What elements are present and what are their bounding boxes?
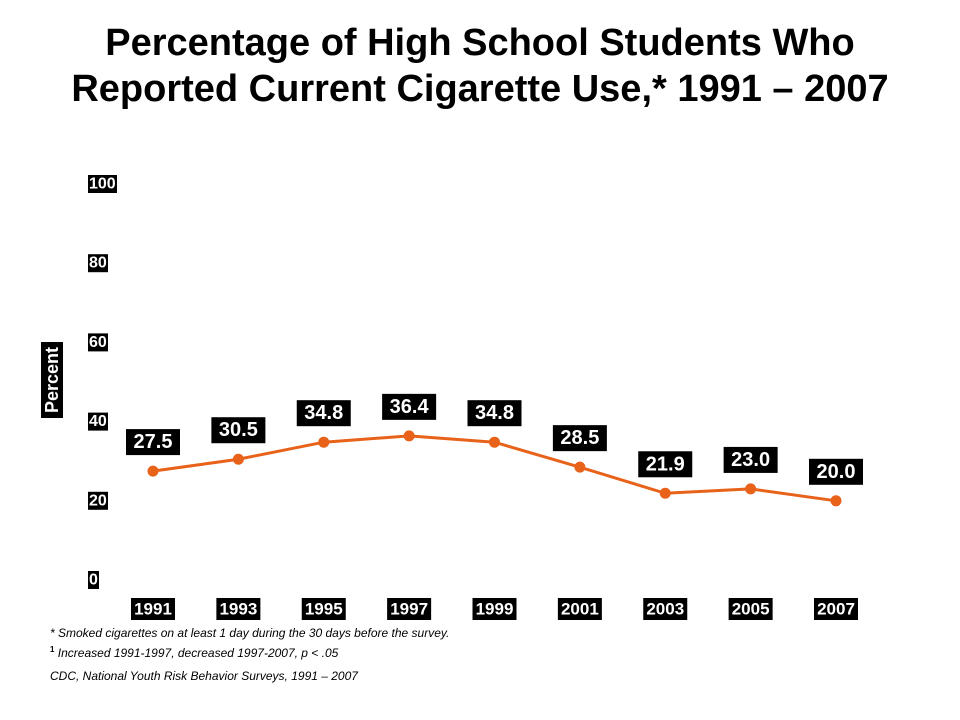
data-label-bg bbox=[126, 429, 180, 456]
x-tick-label: 1997 bbox=[387, 598, 432, 620]
y-tick-label-bg bbox=[88, 412, 108, 431]
data-point bbox=[318, 436, 330, 448]
data-label-bg bbox=[211, 417, 266, 444]
data-label: 20.0 bbox=[809, 458, 863, 485]
x-tick-label: 2007 bbox=[814, 598, 858, 620]
y-tick-label: 20 bbox=[88, 491, 108, 510]
data-label: 21.9 bbox=[638, 451, 693, 478]
y-axis-title: Percent bbox=[41, 342, 63, 418]
data-label: 34.8 bbox=[467, 400, 522, 427]
x-tick-label-text: 1995 bbox=[305, 600, 343, 619]
data-points bbox=[147, 430, 842, 507]
y-tick-label-text: 100 bbox=[89, 176, 116, 193]
data-label-text: 21.9 bbox=[646, 453, 685, 475]
data-point bbox=[489, 436, 500, 448]
data-label-bg bbox=[382, 393, 437, 420]
x-tick-label-text: 1997 bbox=[390, 600, 428, 619]
y-tick-label-bg bbox=[88, 571, 99, 589]
data-label-bg bbox=[296, 400, 351, 427]
data-label: 23.0 bbox=[723, 446, 778, 473]
footnote-marker: 1 bbox=[50, 645, 55, 654]
y-axis-title-bg bbox=[41, 342, 63, 418]
x-tick-label: 2005 bbox=[728, 598, 773, 620]
data-label: 36.4 bbox=[382, 393, 437, 420]
x-tick-label: 1991 bbox=[131, 598, 175, 620]
y-tick-label: 100 bbox=[88, 175, 117, 193]
x-tick-label-text: 1993 bbox=[219, 600, 257, 619]
y-tick-label-text: 20 bbox=[89, 492, 107, 509]
x-tick-label: 1993 bbox=[216, 598, 261, 620]
y-tick-label-text: 80 bbox=[89, 255, 107, 272]
x-axis: 1991 1993 1995 1997 1999 2001 2003 2005 2007 bbox=[131, 598, 858, 620]
data-label-bg bbox=[638, 451, 693, 478]
x-tick-label-text: 1999 bbox=[476, 600, 514, 619]
data-point bbox=[830, 495, 842, 507]
y-tick-label-bg bbox=[88, 254, 108, 273]
x-tick-label-bg bbox=[472, 598, 517, 620]
x-tick-label: 2003 bbox=[643, 598, 688, 620]
x-tick-label-bg bbox=[131, 598, 175, 620]
y-tick-label: 60 bbox=[88, 333, 108, 352]
x-tick-label: 1999 bbox=[472, 598, 517, 620]
x-tick-label-bg bbox=[814, 598, 858, 620]
y-tick-label-text: 40 bbox=[89, 413, 107, 430]
x-tick-label-bg bbox=[557, 598, 602, 620]
data-label-text: 34.8 bbox=[304, 402, 343, 424]
chart-title: Percentage of High School Students Who R… bbox=[71, 22, 889, 110]
data-label-bg bbox=[467, 400, 522, 427]
data-label-bg bbox=[552, 425, 607, 452]
x-tick-label: 1995 bbox=[301, 598, 346, 620]
x-tick-label-bg bbox=[216, 598, 261, 620]
x-tick-label-bg bbox=[643, 598, 688, 620]
y-axis-label: Percent bbox=[41, 342, 63, 418]
data-label: 28.5 bbox=[552, 425, 607, 452]
data-label: 34.8 bbox=[296, 400, 351, 427]
data-label-text: 34.8 bbox=[475, 402, 514, 424]
source-note: CDC, National Youth Risk Behavior Survey… bbox=[50, 669, 358, 683]
data-label-text: 27.5 bbox=[134, 431, 173, 453]
data-label-text: 20.0 bbox=[817, 461, 856, 483]
data-labels: 27.5 30.5 34.8 36.4 34.8 28.5 21.9 23.0 20.0 bbox=[126, 393, 863, 485]
data-label-bg bbox=[809, 458, 863, 485]
x-tick-label-text: 1991 bbox=[134, 600, 172, 619]
y-tick-label-text: 0 bbox=[89, 572, 98, 589]
data-point bbox=[659, 487, 671, 499]
footnote-trend-text: Increased 1991-1997, decreased 1997-2007… bbox=[54, 646, 339, 660]
x-tick-label-text: 2001 bbox=[561, 600, 599, 619]
y-tick-label-bg bbox=[88, 491, 108, 510]
y-tick-label-bg bbox=[88, 175, 117, 193]
data-label: 30.5 bbox=[211, 417, 266, 444]
data-label-text: 28.5 bbox=[560, 427, 599, 449]
x-tick-label-text: 2007 bbox=[817, 600, 855, 619]
footnote-trend: 1 Increased 1991-1997, decreased 1997-20… bbox=[50, 645, 338, 660]
y-axis: 0 20 40 60 80 100 bbox=[88, 175, 117, 589]
data-point bbox=[403, 430, 415, 442]
x-tick-label: 2001 bbox=[557, 598, 602, 620]
x-tick-label-bg bbox=[301, 598, 346, 620]
y-tick-label: 0 bbox=[88, 571, 99, 589]
data-point bbox=[574, 461, 586, 473]
data-label-text: 30.5 bbox=[219, 419, 258, 441]
data-label: 27.5 bbox=[126, 429, 180, 456]
y-axis-title-text: Percent bbox=[42, 347, 62, 413]
x-tick-label-bg bbox=[387, 598, 432, 620]
y-tick-label: 80 bbox=[88, 254, 108, 273]
data-label-text: 23.0 bbox=[731, 449, 770, 471]
data-point bbox=[232, 453, 244, 465]
data-point bbox=[147, 465, 159, 477]
data-label-bg bbox=[723, 446, 778, 473]
y-tick-label-text: 60 bbox=[89, 334, 107, 351]
y-tick-label-bg bbox=[88, 333, 108, 352]
x-tick-label-text: 2003 bbox=[646, 600, 684, 619]
data-label-text: 36.4 bbox=[390, 396, 430, 418]
footnote-definition: * Smoked cigarettes on at least 1 day du… bbox=[50, 626, 450, 640]
x-tick-label-text: 2005 bbox=[732, 600, 770, 619]
y-tick-label: 40 bbox=[88, 412, 108, 431]
data-point bbox=[745, 483, 757, 495]
x-tick-label-bg bbox=[728, 598, 773, 620]
